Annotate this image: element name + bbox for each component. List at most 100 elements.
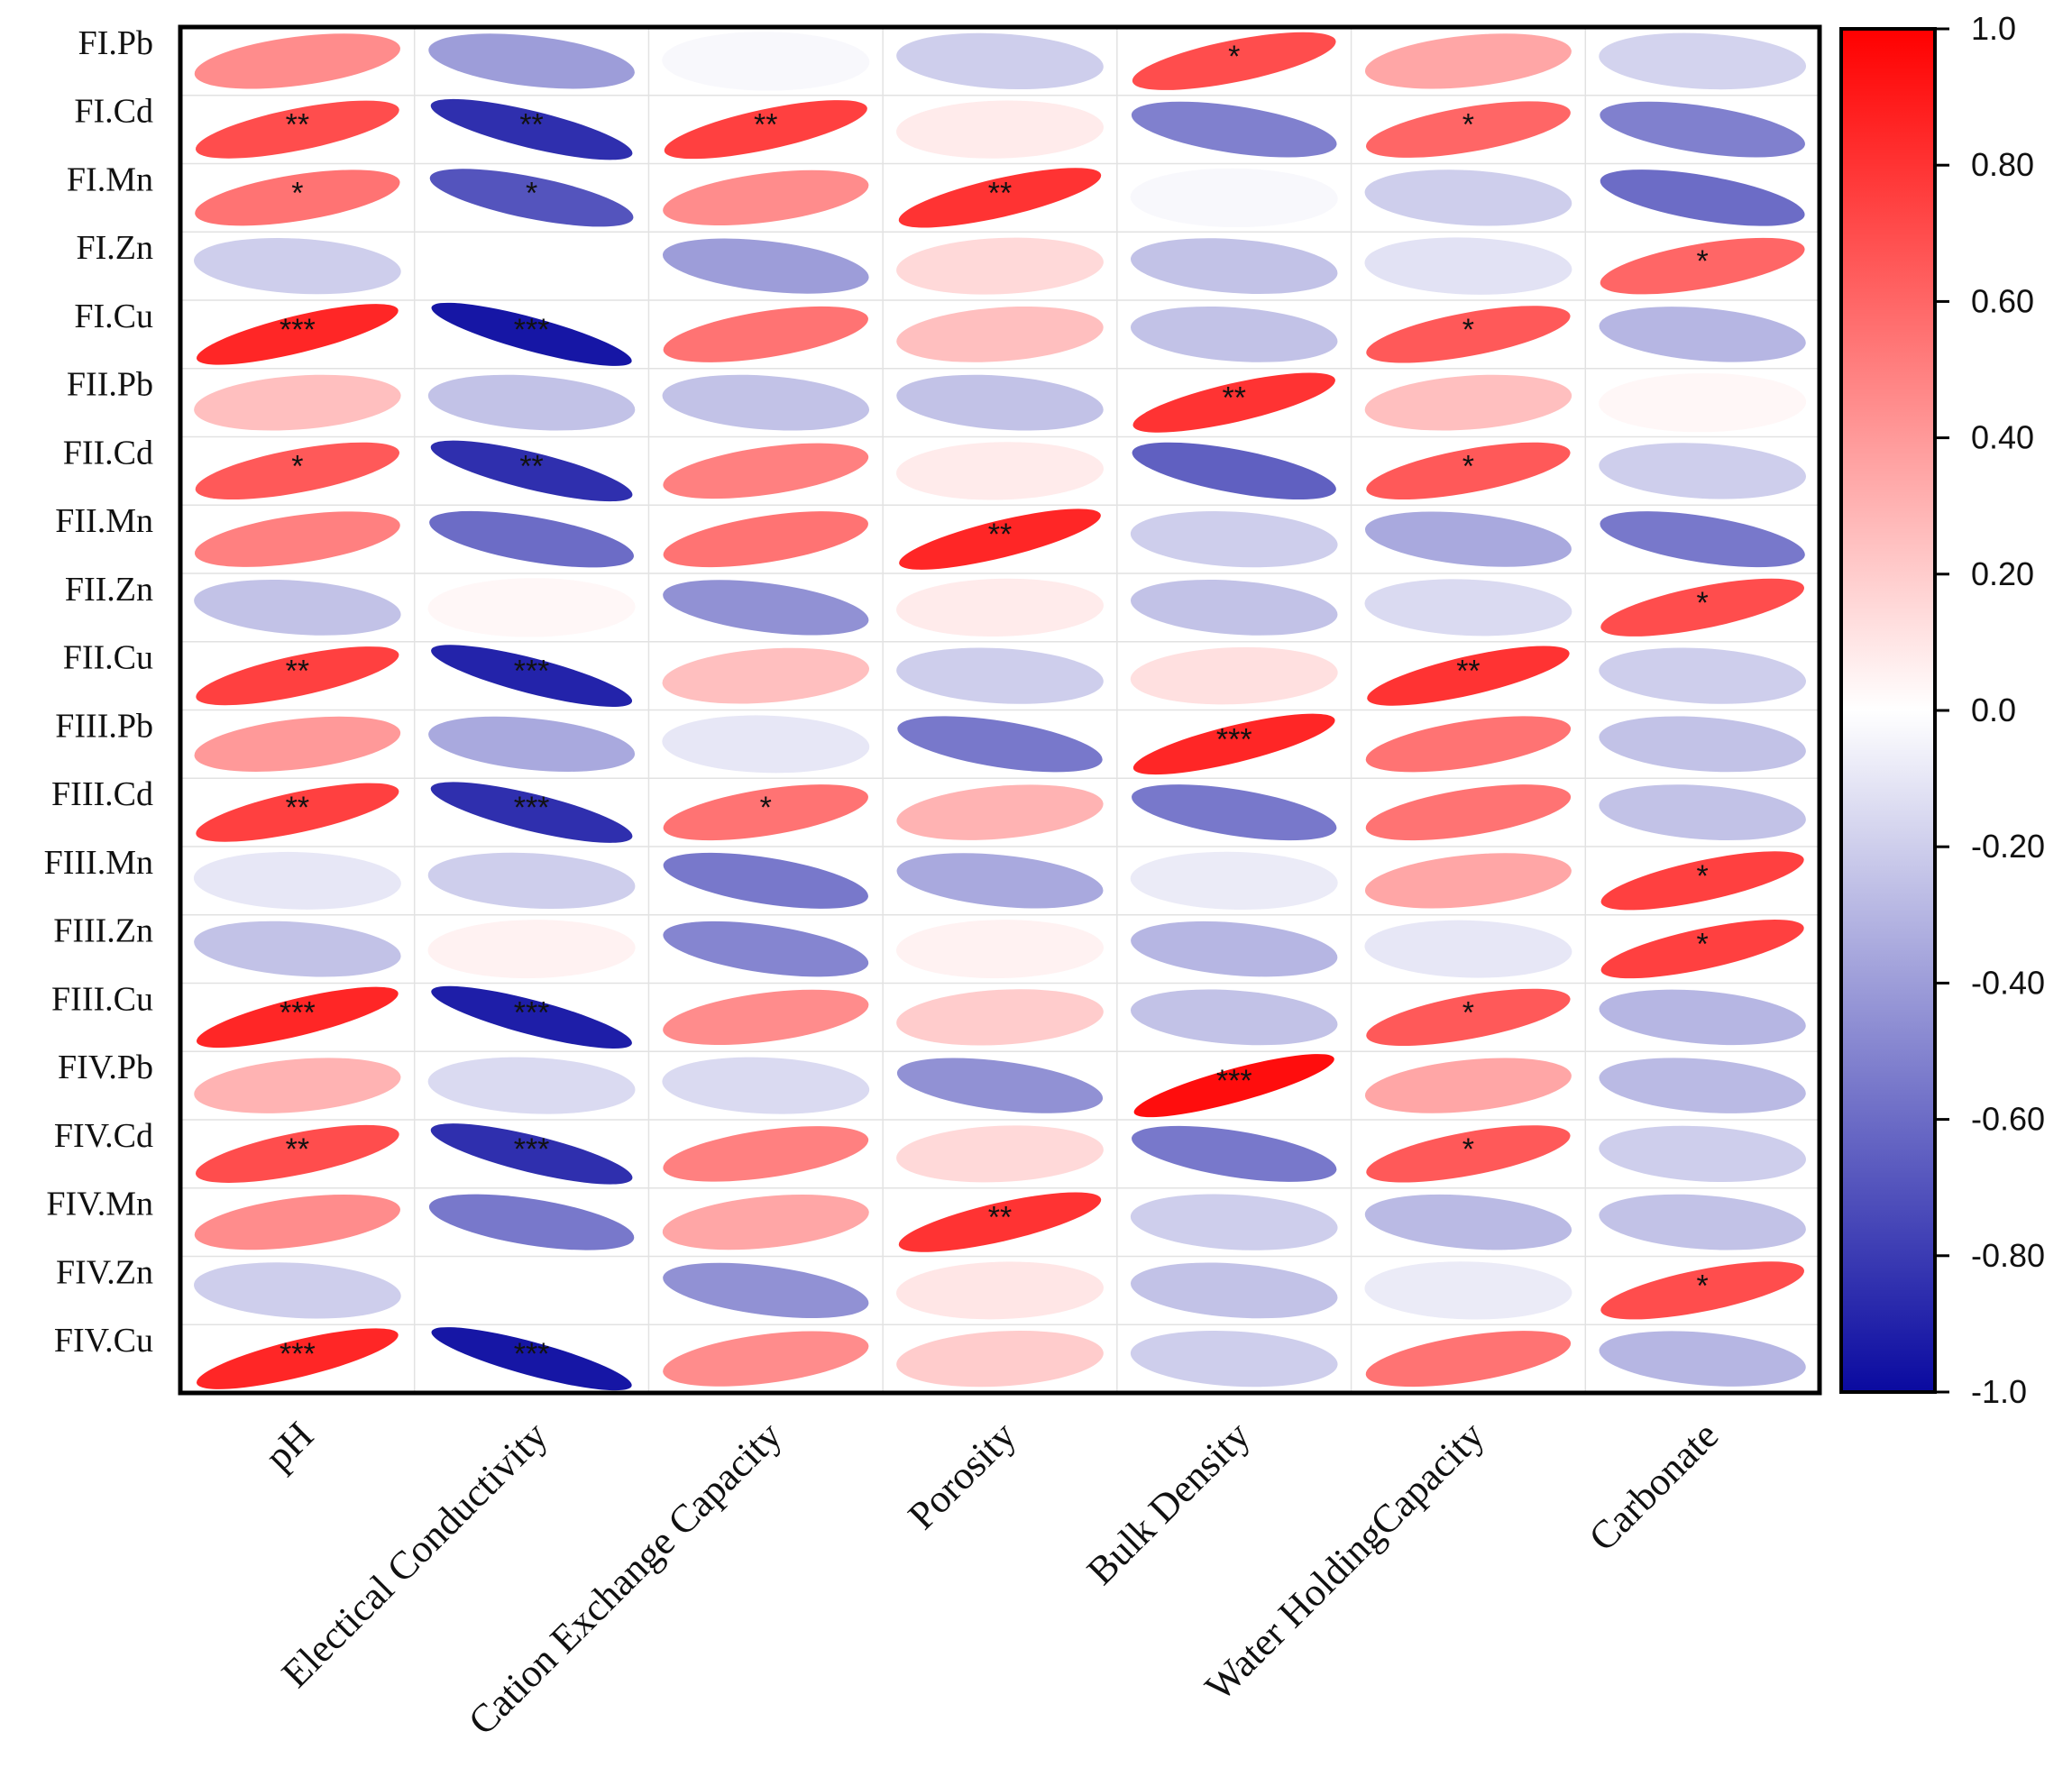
significance-mark: * (1697, 859, 1709, 893)
cell-ellipse (1130, 1330, 1338, 1388)
cell-ellipse (663, 443, 869, 499)
cell-ellipse (1599, 1194, 1806, 1250)
cell-ellipse (1599, 372, 1807, 433)
cell-ellipse (1130, 168, 1338, 228)
significance-mark: *** (514, 791, 550, 825)
cell-ellipse (431, 1327, 632, 1391)
cell-ellipse (430, 98, 633, 160)
row-label: FIV.Pb (58, 1049, 153, 1086)
cell-ellipse (194, 237, 401, 295)
row-label: FI.Mn (67, 160, 153, 198)
colorbar-tick-label: 1.0 (1971, 10, 2016, 47)
significance-mark: * (526, 176, 537, 210)
cell-ellipse (1366, 988, 1571, 1047)
cell-ellipse (431, 645, 633, 707)
significance-mark: * (1462, 1132, 1474, 1167)
cell-ellipse (1600, 511, 1805, 568)
cell-ellipse (663, 169, 869, 226)
significance-mark: ** (754, 108, 777, 142)
cell-ellipse (1599, 1125, 1806, 1183)
significance-mark: ** (286, 791, 309, 825)
cell-ellipse (430, 782, 633, 843)
significance-mark: ** (988, 176, 1012, 210)
cell-ellipse (194, 921, 401, 977)
row-label: FIII.Cd (51, 775, 153, 813)
cell-ellipse (897, 716, 1103, 773)
row-label: FII.Cu (63, 639, 153, 677)
cell-ellipse (194, 33, 400, 89)
colorbar-tick-label: -0.60 (1971, 1101, 2045, 1138)
row-labels: FI.Pb FI.Cd FI.Mn FI.Zn FI.Cu FII.Pb FII.Cd FII… (44, 24, 153, 1360)
cell-ellipse (662, 647, 870, 704)
cell-ellipse (196, 646, 399, 706)
cell-ellipse (194, 716, 401, 772)
cell-ellipse (431, 985, 632, 1049)
cell-ellipse (896, 442, 1104, 500)
cell-ellipse (896, 920, 1104, 979)
cell-ellipse (896, 1125, 1104, 1183)
significance-mark: * (1697, 1269, 1709, 1303)
colorbar-tick-label: 0.0 (1971, 692, 2016, 728)
cell-ellipse (896, 237, 1104, 295)
colorbar-tick-label: 0.80 (1971, 146, 2034, 183)
cell-ellipse (896, 578, 1104, 637)
cell-ellipse (195, 1124, 399, 1183)
cell-ellipse (1364, 511, 1572, 567)
cell-ellipse (664, 100, 867, 160)
cell-ellipse (662, 1195, 869, 1250)
row-label: FI.Zn (77, 229, 154, 267)
cell-ellipse (1599, 307, 1806, 362)
cell-ellipse (1366, 101, 1571, 158)
row-label: FIV.Cu (54, 1322, 153, 1360)
row-label: FIV.Mn (46, 1186, 153, 1223)
row-label: FI.Cu (74, 298, 153, 335)
colorbar-tick-label: -0.20 (1971, 828, 2045, 865)
cell-ellipse (194, 511, 400, 567)
cell-ellipse (1132, 1125, 1337, 1182)
cell-ellipse (1130, 306, 1338, 362)
cell-ellipse (896, 1330, 1104, 1388)
significance-mark: ** (286, 655, 309, 689)
cell-ellipse (194, 1058, 401, 1113)
cell-ellipse (1600, 101, 1805, 158)
column-label: pH (256, 1413, 322, 1479)
cell-ellipse (1600, 578, 1804, 637)
row-label: FIII.Zn (53, 912, 153, 950)
cell-ellipse (196, 986, 399, 1049)
plot-frame (178, 24, 1822, 1396)
significance-mark: *** (1216, 1064, 1252, 1098)
cell-ellipse (427, 1057, 636, 1114)
cell-ellipse (896, 1261, 1104, 1320)
cell-ellipse (663, 852, 868, 909)
significance-mark: *** (280, 995, 316, 1030)
cell-ellipse (1130, 579, 1338, 636)
significance-mark: *** (514, 995, 550, 1030)
cell-ellipse (1365, 716, 1572, 773)
cell-ellipse (896, 989, 1104, 1046)
significance-mark: *** (514, 313, 550, 347)
cell-ellipse (1132, 442, 1336, 500)
row-label: FIII.Mn (44, 844, 153, 882)
colorbar-tick-label: 0.20 (1971, 555, 2034, 592)
cell-ellipse (197, 1328, 399, 1389)
cell-ellipse (194, 1194, 400, 1250)
cell-ellipse (196, 100, 399, 159)
significance-mark: *** (514, 1337, 550, 1371)
cell-ellipse (896, 306, 1104, 362)
cell-ellipse (662, 715, 870, 774)
cell-ellipse (196, 304, 399, 365)
cell-ellipse (1600, 237, 1805, 295)
significance-mark: *** (1216, 722, 1252, 756)
correlation-cells: *** ** ** ** * ****** *** **** ** ****** *** ******… (193, 32, 1807, 1391)
cell-ellipse (1600, 851, 1804, 911)
cell-ellipse (194, 579, 401, 636)
cell-ellipse (1132, 713, 1335, 775)
cell-ellipse (195, 442, 400, 500)
cell-ellipse (662, 1057, 870, 1114)
cell-ellipse (1366, 306, 1571, 363)
significance-mark: * (1462, 313, 1474, 347)
cell-ellipse (1599, 989, 1806, 1046)
cell-ellipse (662, 32, 870, 91)
row-label: FI.Pb (78, 24, 153, 62)
cell-ellipse (1366, 442, 1571, 500)
